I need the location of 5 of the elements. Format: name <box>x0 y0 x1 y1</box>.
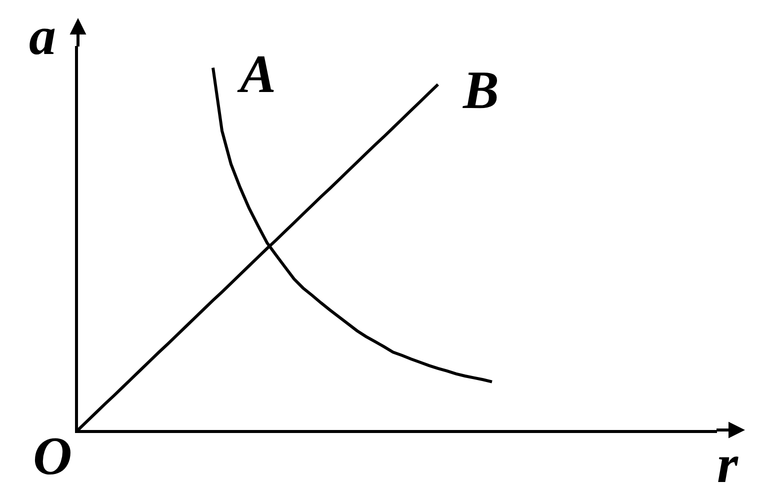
series-label: A <box>237 44 276 104</box>
series-label: B <box>462 60 500 120</box>
x-axis-title: r <box>717 434 739 493</box>
y-axis-title: a <box>29 6 56 66</box>
text: O <box>33 426 72 486</box>
